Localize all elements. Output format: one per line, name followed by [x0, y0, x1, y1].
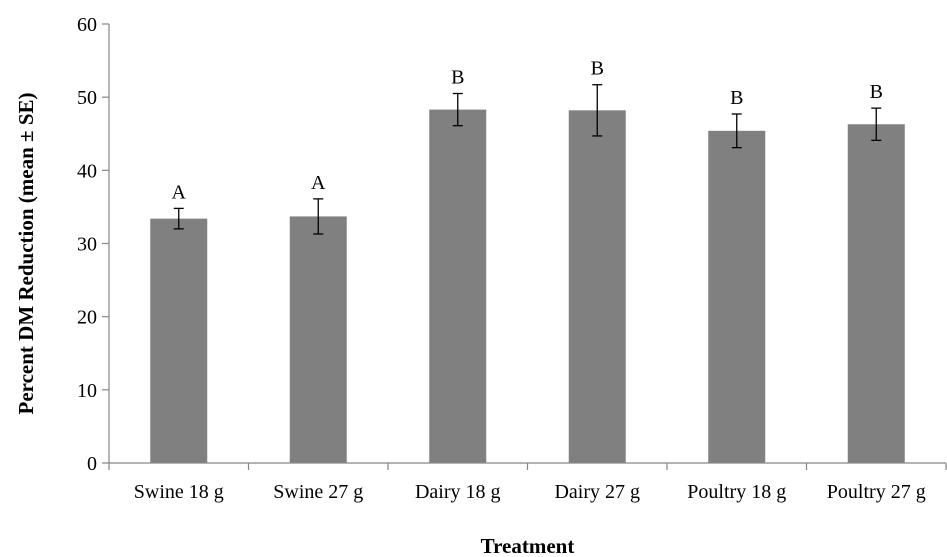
x-tick-label: Poultry 18 g	[687, 481, 786, 503]
y-tick-label: 20	[77, 307, 97, 329]
x-tick-label: Dairy 18 g	[415, 481, 501, 503]
significance-label: B	[870, 81, 883, 103]
x-axis-title: Treatment	[481, 534, 575, 557]
bar	[708, 130, 766, 463]
significance-labels-layer: A A B B B B	[172, 58, 883, 204]
error-bar	[731, 113, 742, 149]
bar	[150, 218, 208, 463]
significance-label: A	[311, 172, 326, 194]
y-tick-label: 0	[87, 453, 97, 475]
x-tick-label: Swine 27 g	[273, 481, 363, 503]
x-tick-label: Swine 18 g	[134, 481, 224, 503]
y-ticks-layer: 0 10 20 30 40 50 60	[77, 14, 109, 475]
bar	[568, 110, 626, 463]
y-tick-label: 30	[77, 234, 97, 256]
y-axis-title: Percent DM Reduction (mean ± SE)	[14, 92, 38, 414]
significance-label: B	[730, 87, 743, 109]
error-bars-layer	[173, 84, 882, 235]
significance-label: A	[172, 181, 187, 203]
y-tick-label: 40	[77, 160, 97, 182]
significance-label: B	[591, 58, 604, 80]
error-bar	[592, 84, 603, 137]
x-ticks-layer: Swine 18 g Swine 27 g Dairy 18 g Dairy 27 g…	[108, 463, 947, 503]
error-bar	[313, 198, 324, 235]
error-bar	[871, 107, 882, 141]
bars-layer	[150, 109, 905, 463]
bar	[289, 216, 347, 463]
y-tick-label: 50	[77, 87, 97, 109]
x-tick-label: Dairy 27 g	[554, 481, 640, 503]
bar	[429, 109, 487, 463]
x-tick-label: Poultry 27 g	[827, 481, 926, 503]
error-bar	[173, 207, 184, 230]
bar	[847, 124, 905, 463]
significance-label: B	[451, 67, 464, 89]
error-bar	[452, 92, 463, 127]
y-tick-label: 60	[77, 14, 97, 36]
y-tick-label: 10	[77, 380, 97, 402]
